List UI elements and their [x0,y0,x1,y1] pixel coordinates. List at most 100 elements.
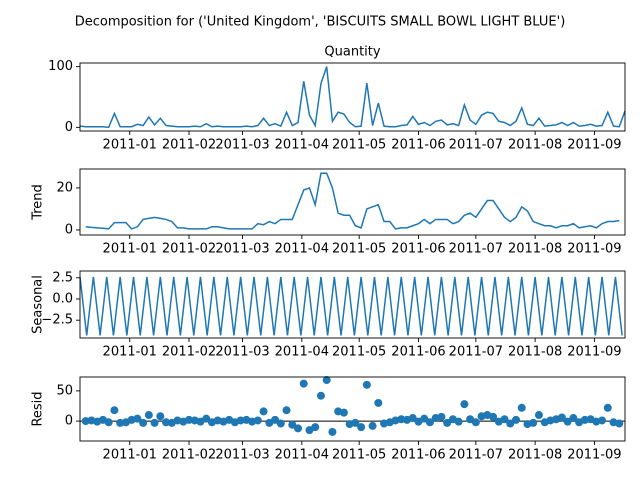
x-tick-label: 2011-02 [162,345,216,360]
x-tick-label: 2011-03 [215,242,269,257]
x-tick-label: 2011-09 [567,345,621,360]
resid-point [156,412,165,421]
x-tick-label: 2011-05 [332,242,386,257]
resid-point [506,419,515,428]
x-tick-label: 2011-01 [103,138,157,153]
y-axis-label: Trend [31,184,46,221]
axes-frame [79,270,626,339]
x-tick-label: 2011-05 [332,138,386,153]
resid-point [420,414,429,423]
x-tick-label: 2011-02 [162,448,216,463]
x-tick-label: 2011-06 [391,448,445,463]
resid-point [253,416,262,425]
y-tick-label: 50 [56,383,73,398]
y-tick-label: −2.5 [41,313,73,328]
resid-point [351,418,360,427]
x-tick-label: 2011-07 [449,448,503,463]
x-tick-label: 2011-06 [391,138,445,153]
x-tick-label: 2011-05 [332,448,386,463]
resid-point [489,412,498,421]
y-axis-label: Seasonal [31,275,46,334]
resid-point [557,413,566,422]
x-tick-label: 2011-08 [508,138,562,153]
x-tick-label: 2011-07 [449,242,503,257]
resid-point [534,411,543,420]
x-tick-label: 2011-06 [391,242,445,257]
resid-point [362,380,371,389]
x-tick-label: 2011-01 [103,242,157,257]
resid-point [322,376,331,385]
y-tick-label: 100 [48,59,73,74]
x-tick-label: 2011-04 [275,448,329,463]
x-tick-label: 2011-06 [391,345,445,360]
resid-point [271,415,280,424]
resid-point [598,416,607,425]
resid-point [144,411,153,420]
x-tick-label: 2011-04 [275,138,329,153]
axes-frame [79,168,626,236]
resid-point [139,418,148,427]
resid-point [460,400,469,409]
x-tick-label: 2011-08 [508,242,562,257]
x-tick-label: 2011-01 [103,345,157,360]
resid-point [563,417,572,426]
resid-point [529,418,538,427]
resid-point [512,415,520,424]
x-tick-label: 2011-04 [275,345,329,360]
resid-point [311,423,320,432]
resid-point [437,412,446,421]
resid-point [104,418,113,427]
x-tick-label: 2011-03 [215,448,269,463]
x-tick-label: 2011-09 [567,448,621,463]
x-tick-label: 2011-02 [162,138,216,153]
resid-point [368,421,377,430]
resid-point [150,418,159,427]
x-tick-label: 2011-09 [567,138,621,153]
resid-point [517,403,526,412]
x-tick-label: 2011-01 [103,448,157,463]
series-line [79,276,623,336]
y-tick-label: 0 [65,222,73,237]
resid-point [339,408,348,417]
axes-frame [79,62,626,132]
resid-point [202,414,211,423]
figure-title: Decomposition for ('United Kingdom', 'BI… [75,15,566,30]
x-tick-label: 2011-03 [215,345,269,360]
resid-point [454,417,463,426]
resid-point [374,398,383,407]
resid-point [425,418,434,427]
x-tick-label: 2011-07 [449,138,503,153]
resid-point [282,406,291,415]
x-tick-label: 2011-03 [215,138,269,153]
y-axis-label: Resid [31,391,46,426]
x-tick-label: 2011-08 [508,345,562,360]
x-tick-label: 2011-04 [275,242,329,257]
x-tick-label: 2011-05 [332,345,386,360]
resid-point [316,391,325,400]
resid-point [328,427,337,436]
resid-point [276,419,285,428]
resid-point [408,414,417,423]
x-tick-label: 2011-07 [449,345,503,360]
resid-point [294,424,302,433]
resid-point [471,418,480,427]
y-tick-label: 2.5 [52,270,73,285]
y-tick-label: 0 [65,414,73,429]
resid-point [357,423,366,432]
axes-title: Quantity [324,45,380,60]
resid-point [443,418,452,427]
resid-point [299,379,308,388]
y-tick-label: 20 [56,180,73,195]
series-line [79,66,626,129]
resid-point [133,414,142,423]
x-tick-label: 2011-09 [567,242,621,257]
series-line [85,172,620,230]
resid-point [110,406,119,415]
resid-point [569,414,578,423]
resid-point [500,415,509,424]
y-tick-label: 0.0 [52,291,73,306]
resid-point [603,403,612,412]
resid-point [288,420,297,429]
axes-frame [79,376,626,442]
